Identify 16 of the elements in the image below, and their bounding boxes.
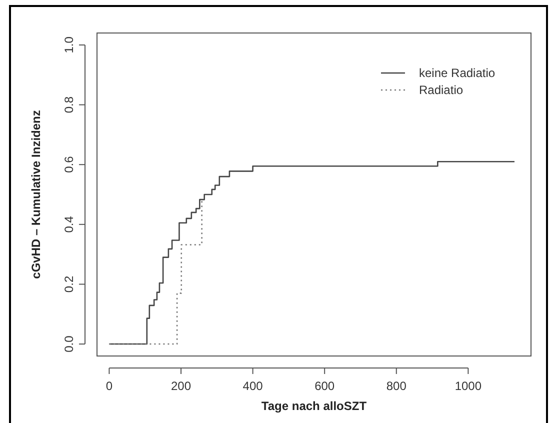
y-tick-label: 0.4 xyxy=(62,216,76,233)
y-tick-label: 1.0 xyxy=(62,36,76,54)
legend-label: keine Radiatio xyxy=(419,66,496,80)
x-tick-label: 600 xyxy=(314,379,335,393)
x-tick-label: 1000 xyxy=(454,379,482,393)
x-tick-label: 0 xyxy=(106,379,113,393)
x-tick-label: 200 xyxy=(170,379,192,393)
x-axis-title: Tage nach alloSZT xyxy=(261,399,368,413)
legend-label: Radiatio xyxy=(419,83,464,97)
y-tick-label: 0.6 xyxy=(62,156,76,173)
y-tick-label: 0.8 xyxy=(62,96,76,114)
y-tick-label: 0.0 xyxy=(62,335,76,352)
y-tick-label: 0.2 xyxy=(62,276,76,293)
x-tick-label: 400 xyxy=(242,379,264,393)
y-axis-title: cGvHD – Kumulative Inzidenz xyxy=(29,110,43,279)
x-tick-label: 800 xyxy=(386,379,407,393)
